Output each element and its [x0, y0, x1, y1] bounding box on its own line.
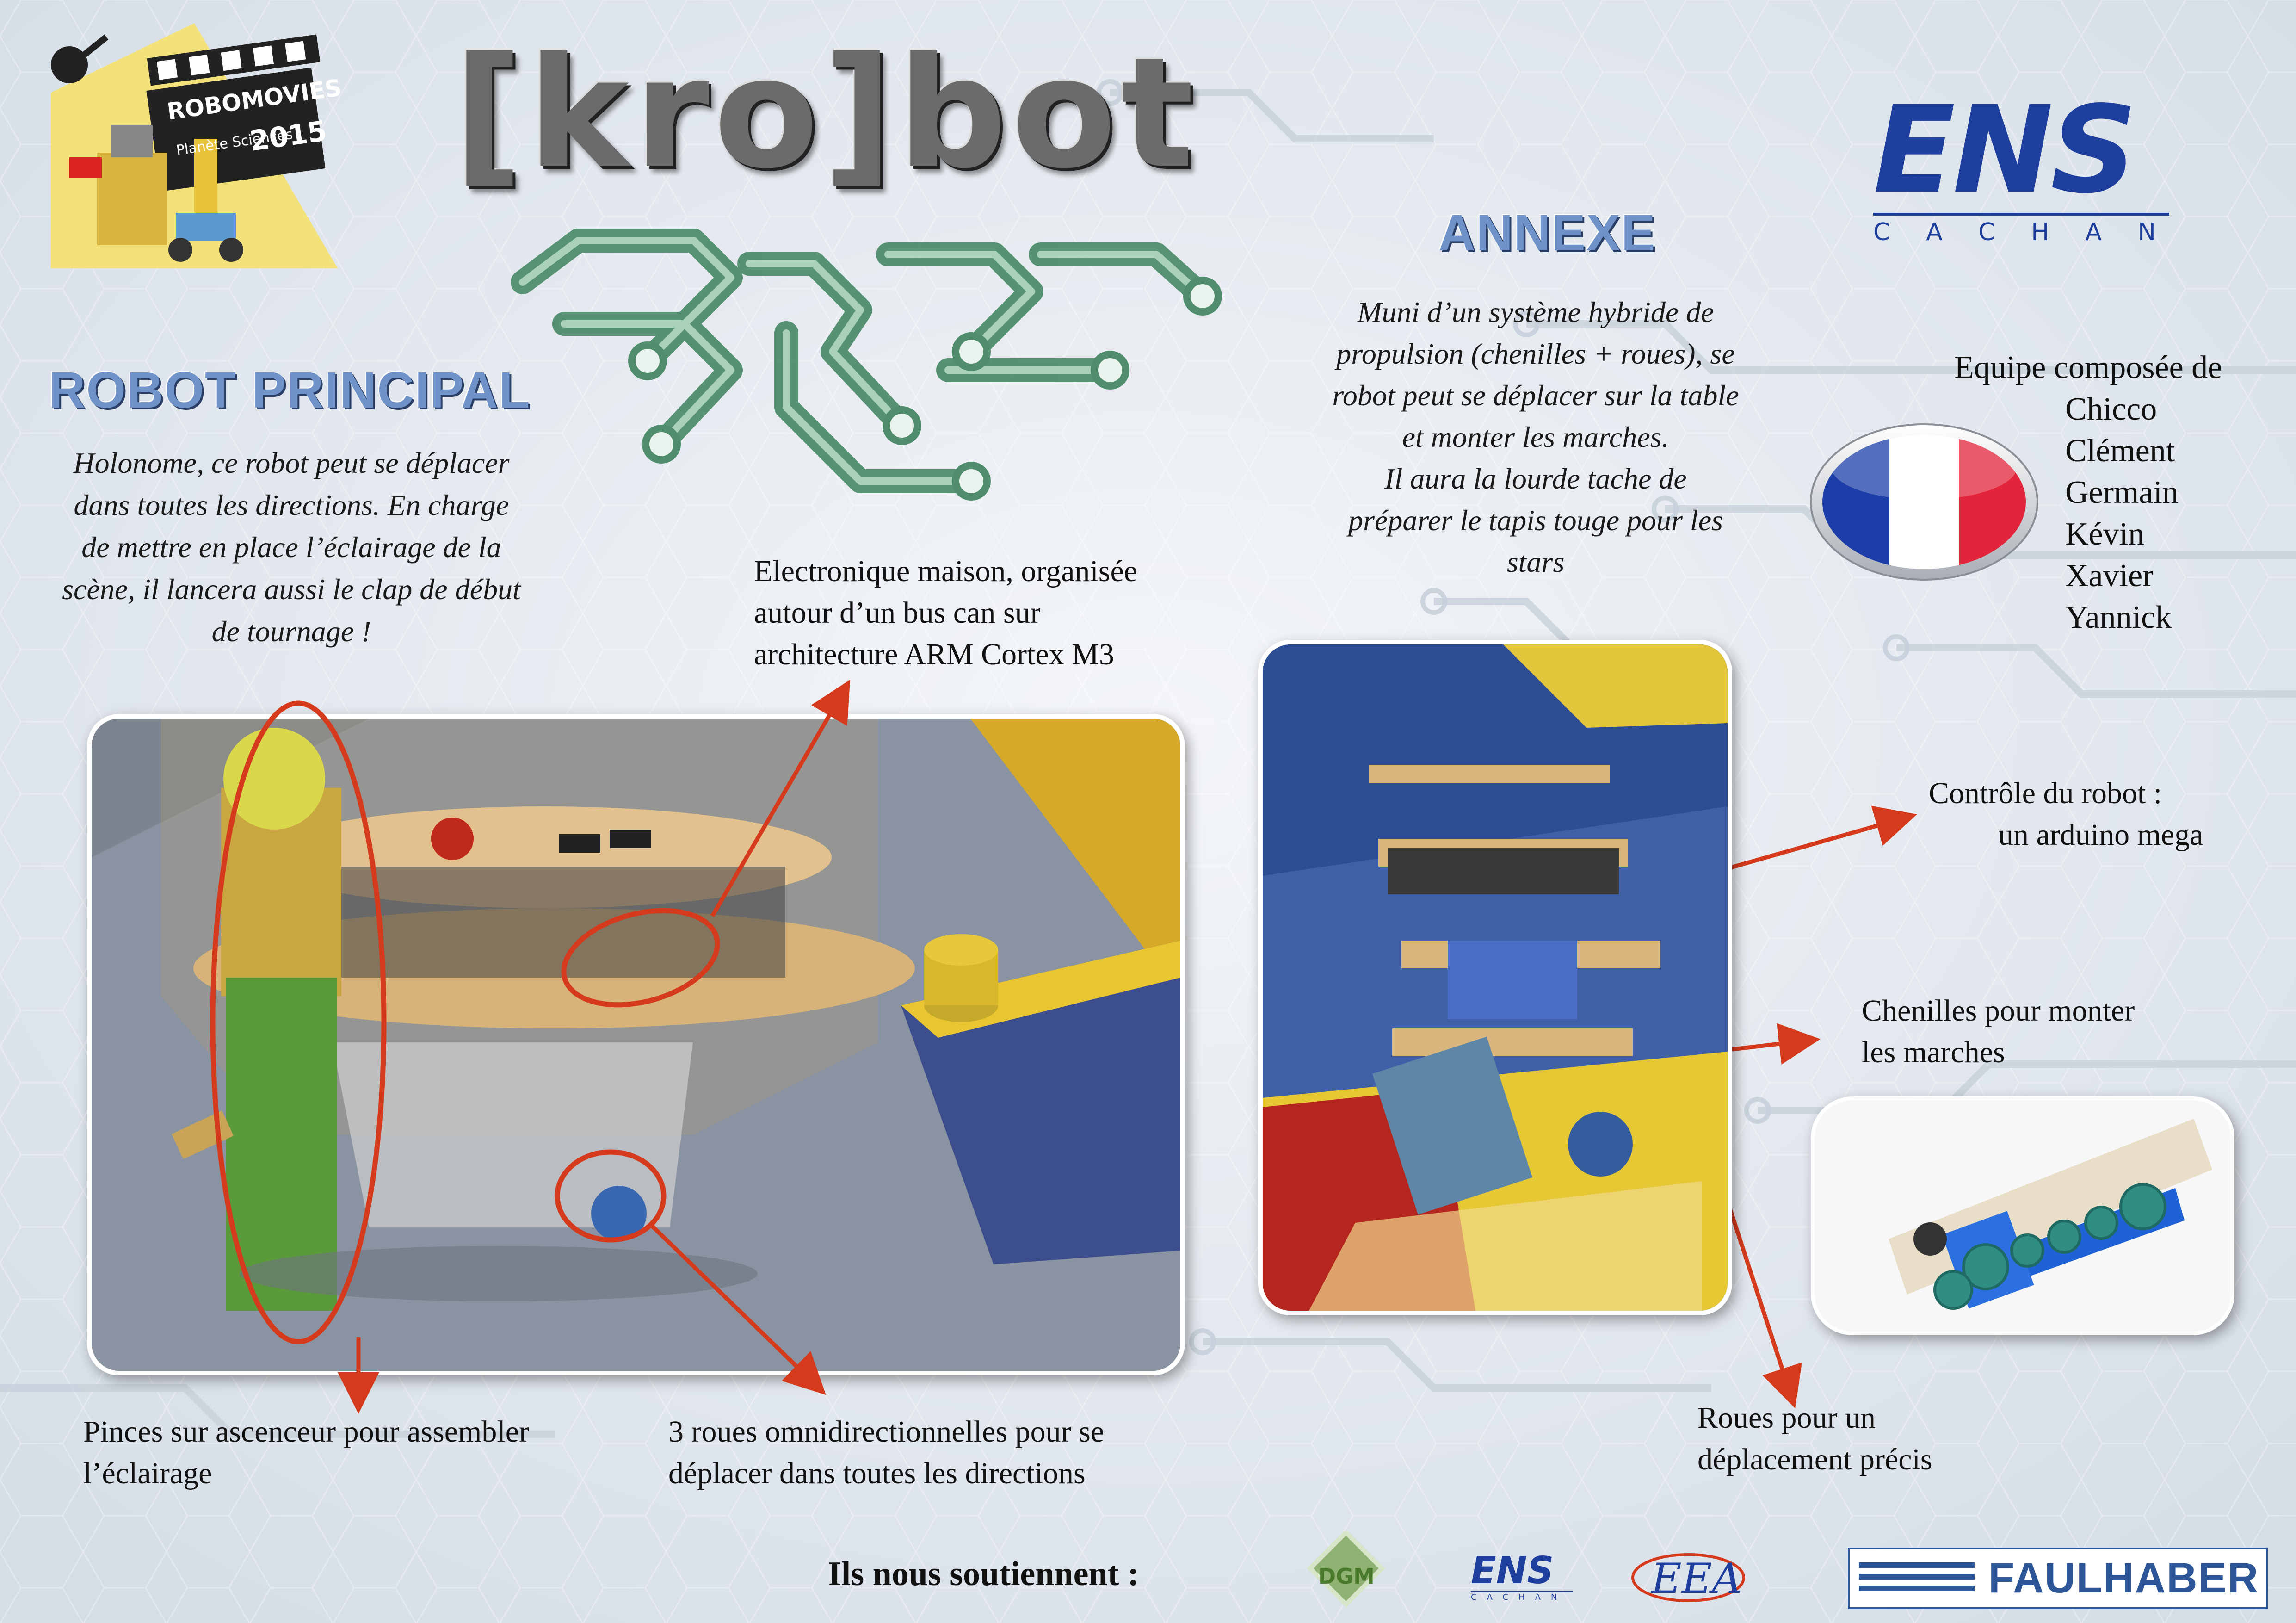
french-flag-badge [1810, 423, 2038, 581]
annexe-desc-line: Muni d’un système hybride de [1357, 296, 1714, 328]
sponsor-eea-logo: EEA [1628, 1541, 1748, 1610]
faulhaber-logo-text: FAULHABER [1988, 1555, 2259, 1602]
callout-roues-annexe: Roues pour un déplacement précis [1697, 1397, 2068, 1481]
annexe-desc-line: propulsion (chenilles + roues), se [1336, 337, 1735, 370]
arrow-roues-principal [650, 1224, 826, 1395]
arrow-arduino [1722, 805, 1917, 872]
ens-logo-divider [1873, 213, 2169, 216]
annexe-desc-line: et monter les marches. [1402, 421, 1669, 453]
callout-pinces-line: Pinces sur ascenceur pour assembler [83, 1415, 529, 1449]
team-member: Yannick [2065, 600, 2172, 635]
callout-chenilles-line: les marches [1862, 1035, 2005, 1069]
sponsors-label: Ils nous soutiennent : [828, 1555, 1139, 1593]
robot-principal-desc-line: de tournage ! [211, 615, 371, 648]
callout-control-line: un arduino mega [1998, 818, 2203, 852]
callout-control-line: Contrôle du robot : [1929, 776, 2162, 810]
callout-pinces-line: l’éclairage [83, 1456, 212, 1490]
callout-control: Contrôle du robot : un arduino mega [1929, 773, 2280, 856]
ens-logo-text: ENS [1873, 81, 2137, 220]
annexe-desc-line: Il aura la lourde tache de [1384, 462, 1687, 495]
team-logo: [kro]bot [453, 37, 1332, 527]
sponsor-ens-logo: ENS CACHAN [1471, 1552, 1573, 1608]
callout-electronics-line: architecture ARM Cortex M3 [754, 638, 1114, 671]
arrow-electronics [710, 679, 851, 917]
dgm-logo-graphic [1307, 1529, 1385, 1608]
callout-electronics-line: autour d’un bus can sur [754, 596, 1041, 630]
team-heading: Equipe composée de [1954, 350, 2222, 385]
annexe-robot-photo [1258, 640, 1732, 1315]
callout-roues-principal-line: déplacer dans toutes les directions [668, 1456, 1086, 1490]
event-badge-illustration [51, 23, 338, 268]
team-member: Kévin [2065, 516, 2145, 552]
eea-logo-graphic [1631, 1553, 1745, 1602]
ens-cachan-logo: ENS CACHAN [1873, 81, 2192, 254]
callout-chenilles-line: Chenilles pour monter [1862, 994, 2135, 1028]
annexe-robot-photo-image [1263, 644, 1728, 1311]
event-badge: ROBOMOVIES Planète Sciences 2015 [42, 19, 343, 268]
callout-roues-principal: 3 roues omnidirectionnelles pour se dépl… [668, 1411, 1223, 1494]
ens-logo-subtitle: CACHAN [1873, 218, 2192, 246]
team-member: Chicco [2065, 391, 2157, 427]
eea-logo-text: EEA [1651, 1555, 1742, 1603]
highlight-roues-principal [555, 1149, 667, 1243]
callout-roues-annexe-line: déplacement précis [1697, 1443, 1932, 1476]
annexe-desc-line: préparer le tapis touge pour les [1348, 504, 1723, 537]
highlight-electronics [561, 908, 720, 1008]
robot-principal-desc-line: scène, il lancera aussi le clap de début [62, 573, 521, 606]
robot-principal-title: ROBOT PRINCIPAL [49, 362, 531, 419]
team-member: Xavier [2065, 558, 2154, 594]
chenilles-cad-render [1811, 1096, 2234, 1335]
annexe-description: Muni d’un système hybride de propulsion … [1304, 291, 1767, 583]
team-members: Chicco Clément Germain Kévin Xavier Yann… [2065, 389, 2179, 638]
sponsor-faulhaber-logo: FAULHABER [1848, 1548, 2268, 1609]
team-logo-text: [kro]bot [453, 25, 1199, 202]
robot-principal-desc-line: Holonome, ce robot peut se déplacer [73, 446, 510, 479]
robot-principal-photo [87, 714, 1185, 1375]
callout-roues-annexe-line: Roues pour un [1697, 1401, 1876, 1435]
robot-principal-desc-line: de mettre en place l’éclairage de la [81, 531, 501, 564]
annexe-title: ANNEXE [1438, 204, 1656, 261]
sponsor-dgm-logo: DGM [1300, 1529, 1392, 1615]
team-member: Germain [2065, 475, 2179, 510]
robot-principal-photo-image [92, 719, 1180, 1371]
sponsor-ens-text: ENS [1471, 1549, 1554, 1592]
callout-electronics-line: Electronique maison, organisée [754, 554, 1138, 588]
annexe-desc-line: stars [1506, 545, 1565, 578]
faulhaber-stripes-icon [1859, 1562, 1975, 1591]
highlight-pinces [210, 700, 387, 1344]
callout-electronics: Electronique maison, organisée autour d’… [754, 551, 1216, 675]
chenilles-cad-image [1815, 1100, 2231, 1332]
dgm-logo-text: DGM [1318, 1564, 1375, 1589]
team-member: Clément [2065, 433, 2175, 469]
callout-chenilles: Chenilles pour monter les marches [1862, 990, 2278, 1073]
robot-principal-desc-line: dans toutes les directions. En charge [74, 489, 509, 521]
circuit-logo-graphic [511, 229, 1222, 501]
callout-pinces: Pinces sur ascenceur pour assembler l’éc… [83, 1411, 638, 1494]
robot-principal-description: Holonome, ce robot peut se déplacer dans… [42, 442, 541, 652]
annexe-desc-line: robot peut se déplacer sur la table [1332, 379, 1739, 412]
sponsor-ens-sub: CACHAN [1471, 1591, 1573, 1602]
callout-roues-principal-line: 3 roues omnidirectionnelles pour se [668, 1415, 1105, 1449]
